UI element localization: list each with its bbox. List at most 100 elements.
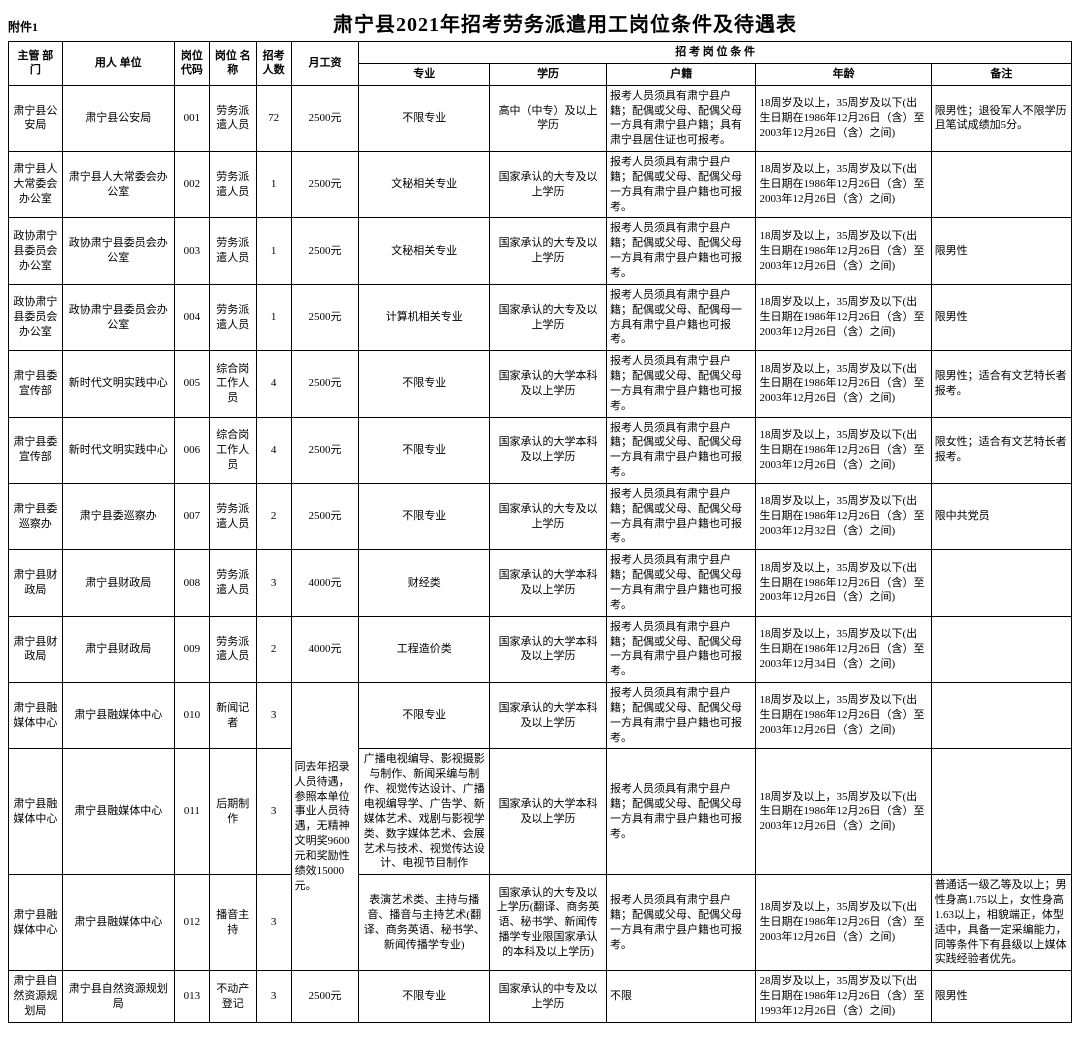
- table-row: 肃宁县公安局肃宁县公安局001劳务派遣人员722500元不限专业高中（中专）及以…: [9, 85, 1072, 151]
- cell-org: 肃宁县融媒体中心: [62, 683, 174, 749]
- cell-salary: 2500元: [291, 218, 359, 284]
- cell-num: 2: [256, 483, 291, 549]
- cell-major: 不限专业: [359, 351, 490, 417]
- cell-major: 不限专业: [359, 971, 490, 1023]
- cell-posn: 综合岗工作人员: [209, 351, 256, 417]
- page-title: 肃宁县2021年招考劳务派遣用工岗位条件及待遇表: [58, 8, 1072, 37]
- cell-dept: 政协肃宁县委员会办公室: [9, 218, 63, 284]
- cell-dept: 肃宁县公安局: [9, 85, 63, 151]
- th-cond: 招 考 岗 位 条 件: [359, 42, 1072, 64]
- cell-salary: 2500元: [291, 85, 359, 151]
- cell-major: 不限专业: [359, 683, 490, 749]
- table-row: 肃宁县融媒体中心肃宁县融媒体中心012播音主持3表演艺术类、主持与播音、播音与主…: [9, 875, 1072, 971]
- cell-posn: 劳务派遣人员: [209, 284, 256, 350]
- cell-posn: 后期制作: [209, 749, 256, 875]
- cell-code: 007: [174, 483, 209, 549]
- cell-num: 3: [256, 875, 291, 971]
- positions-table: 主管 部门 用人 单位 岗位 代码 岗位 名称 招考 人数 月工资 招 考 岗 …: [8, 41, 1072, 1023]
- cell-age: 18周岁及以上，35周岁及以下(出生日期在1986年12月26日（含）至2003…: [756, 152, 931, 218]
- cell-dept: 肃宁县融媒体中心: [9, 683, 63, 749]
- cell-num: 1: [256, 284, 291, 350]
- cell-note: [931, 749, 1071, 875]
- cell-posn: 劳务派遣人员: [209, 152, 256, 218]
- cell-posn: 劳务派遣人员: [209, 616, 256, 682]
- cell-salary: 2500元: [291, 152, 359, 218]
- cell-dept: 肃宁县财政局: [9, 616, 63, 682]
- cell-note: 限中共党员: [931, 483, 1071, 549]
- cell-note: 限男性；退役军人不限学历且笔试成绩加5分。: [931, 85, 1071, 151]
- th-dept: 主管 部门: [9, 42, 63, 86]
- cell-code: 003: [174, 218, 209, 284]
- cell-edu: 国家承认的大专及以上学历: [490, 152, 607, 218]
- cell-code: 010: [174, 683, 209, 749]
- table-row: 肃宁县财政局肃宁县财政局008劳务派遣人员34000元财经类国家承认的大学本科及…: [9, 550, 1072, 616]
- th-huji: 户籍: [606, 63, 756, 85]
- cell-posn: 不动产登记: [209, 971, 256, 1023]
- cell-posn: 劳务派遣人员: [209, 483, 256, 549]
- cell-note: 普通话一级乙等及以上；男性身高1.75以上，女性身高1.63以上，相貌端正，体型…: [931, 875, 1071, 971]
- cell-edu: 国家承认的大专及以上学历(翻译、商务英语、秘书学、新闻传播学专业限国家承认的本科…: [490, 875, 607, 971]
- cell-dept: 肃宁县财政局: [9, 550, 63, 616]
- cell-note: [931, 152, 1071, 218]
- cell-major: 文秘相关专业: [359, 218, 490, 284]
- cell-note: [931, 683, 1071, 749]
- cell-huji: 报考人员须具有肃宁县户籍；配偶或父母、配偶父母一方具有肃宁县户籍；具有肃宁县居住…: [606, 85, 756, 151]
- cell-num: 4: [256, 417, 291, 483]
- cell-dept: 肃宁县自然资源规划局: [9, 971, 63, 1023]
- cell-age: 18周岁及以上，35周岁及以下(出生日期在1986年12月26日（含）至2003…: [756, 683, 931, 749]
- cell-note: 限女性；适合有文艺特长者报考。: [931, 417, 1071, 483]
- cell-org: 肃宁县财政局: [62, 550, 174, 616]
- cell-edu: 国家承认的大专及以上学历: [490, 483, 607, 549]
- cell-salary: 2500元: [291, 417, 359, 483]
- cell-salary: 2500元: [291, 284, 359, 350]
- th-code: 岗位 代码: [174, 42, 209, 86]
- cell-edu: 国家承认的大学本科及以上学历: [490, 616, 607, 682]
- cell-num: 72: [256, 85, 291, 151]
- cell-posn: 劳务派遣人员: [209, 85, 256, 151]
- table-row: 肃宁县委巡察办肃宁县委巡察办007劳务派遣人员22500元不限专业国家承认的大专…: [9, 483, 1072, 549]
- cell-salary: 4000元: [291, 550, 359, 616]
- cell-age: 28周岁及以上，35周岁及以下(出生日期在1986年12月26日（含）至1993…: [756, 971, 931, 1023]
- cell-code: 001: [174, 85, 209, 151]
- cell-org: 肃宁县人大常委会办公室: [62, 152, 174, 218]
- cell-org: 肃宁县融媒体中心: [62, 749, 174, 875]
- cell-code: 006: [174, 417, 209, 483]
- cell-huji: 报考人员须具有肃宁县户籍；配偶或父母、配偶父母一方具有肃宁县户籍也可报考。: [606, 550, 756, 616]
- cell-num: 1: [256, 218, 291, 284]
- table-row: 肃宁县委宣传部新时代文明实践中心006综合岗工作人员42500元不限专业国家承认…: [9, 417, 1072, 483]
- cell-note: [931, 550, 1071, 616]
- cell-num: 3: [256, 683, 291, 749]
- cell-code: 005: [174, 351, 209, 417]
- attachment-label: 附件1: [8, 18, 58, 35]
- cell-code: 011: [174, 749, 209, 875]
- th-note: 备注: [931, 63, 1071, 85]
- cell-org: 肃宁县委巡察办: [62, 483, 174, 549]
- cell-org: 新时代文明实践中心: [62, 417, 174, 483]
- cell-code: 013: [174, 971, 209, 1023]
- cell-huji: 报考人员须具有肃宁县户籍；配偶或父母、配偶父母一方具有肃宁县户籍也可报考。: [606, 616, 756, 682]
- cell-num: 1: [256, 152, 291, 218]
- cell-salary: 2500元: [291, 483, 359, 549]
- cell-age: 18周岁及以上，35周岁及以下(出生日期在1986年12月26日（含）至2003…: [756, 616, 931, 682]
- cell-huji: 报考人员须具有肃宁县户籍；配偶或父母、配偶父母一方具有肃宁县户籍也可报考。: [606, 417, 756, 483]
- table-row: 肃宁县财政局肃宁县财政局009劳务派遣人员24000元工程造价类国家承认的大学本…: [9, 616, 1072, 682]
- table-row: 肃宁县融媒体中心肃宁县融媒体中心010新闻记者3同去年招录人员待遇，参照本单位事…: [9, 683, 1072, 749]
- cell-age: 18周岁及以上，35周岁及以下(出生日期在1986年12月26日（含）至2003…: [756, 875, 931, 971]
- cell-note: 限男性: [931, 218, 1071, 284]
- th-edu: 学历: [490, 63, 607, 85]
- th-num: 招考 人数: [256, 42, 291, 86]
- cell-code: 012: [174, 875, 209, 971]
- cell-major: 广播电视编导、影视摄影与制作、新闻采编与制作、视觉传达设计、广播电视编导学、广告…: [359, 749, 490, 875]
- cell-salary-merged: 同去年招录人员待遇，参照本单位事业人员待遇，无精神文明奖9600元和奖励性绩效1…: [291, 683, 359, 971]
- cell-salary: 4000元: [291, 616, 359, 682]
- cell-edu: 国家承认的大专及以上学历: [490, 284, 607, 350]
- cell-org: 政协肃宁县委员会办公室: [62, 284, 174, 350]
- cell-code: 002: [174, 152, 209, 218]
- cell-edu: 国家承认的大学本科及以上学历: [490, 550, 607, 616]
- cell-dept: 肃宁县人大常委会办公室: [9, 152, 63, 218]
- cell-huji: 不限: [606, 971, 756, 1023]
- cell-age: 18周岁及以上，35周岁及以下(出生日期在1986年12月26日（含）至2003…: [756, 351, 931, 417]
- cell-dept: 肃宁县融媒体中心: [9, 749, 63, 875]
- cell-note: [931, 616, 1071, 682]
- cell-note: 限男性: [931, 971, 1071, 1023]
